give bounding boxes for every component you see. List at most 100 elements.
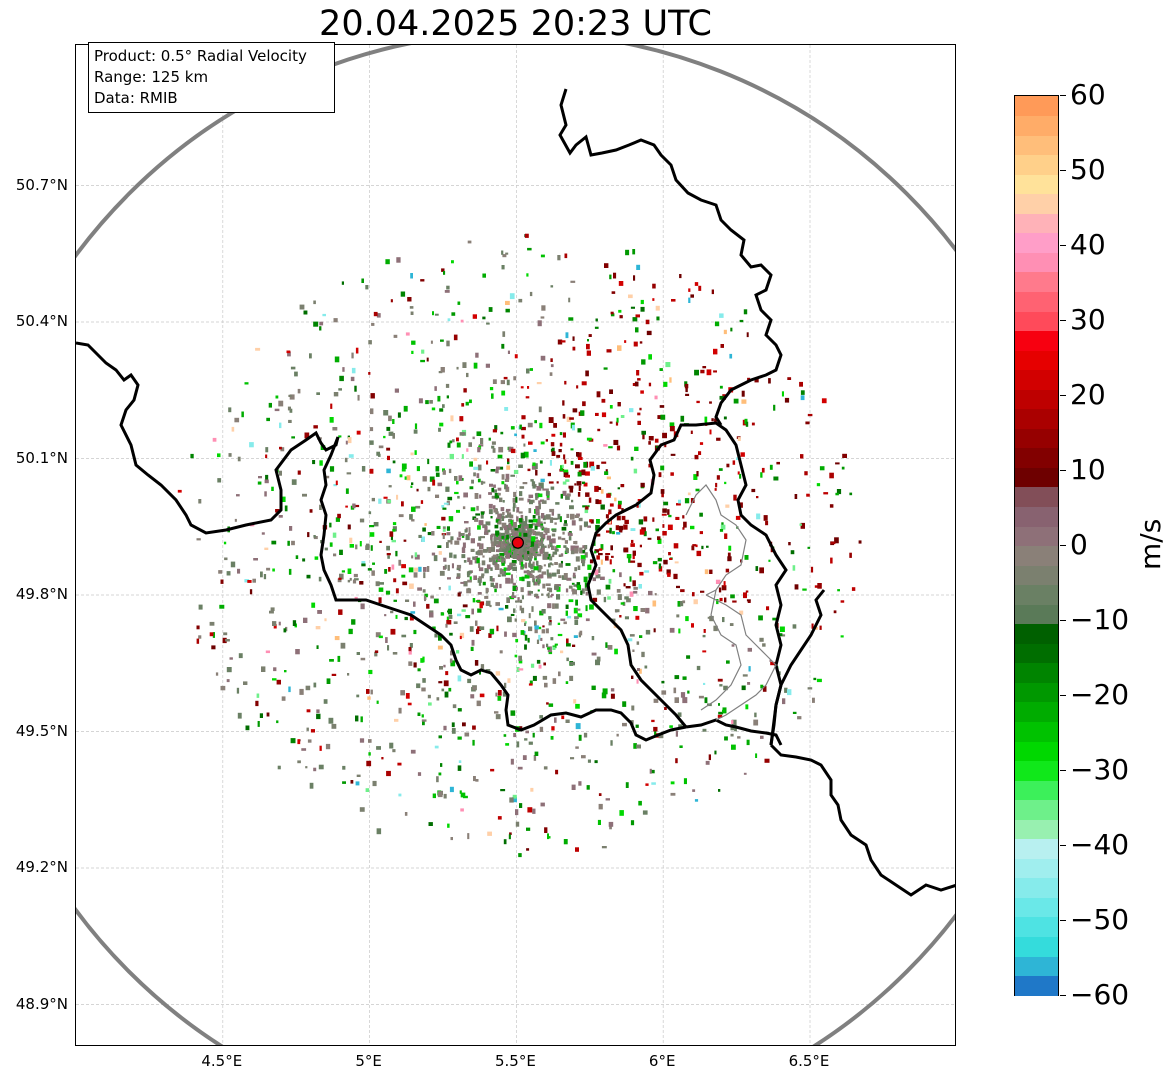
- echo-pixel: [339, 375, 344, 382]
- echo-pixel: [745, 590, 749, 593]
- echo-pixel: [494, 711, 499, 714]
- echo-pixel: [558, 575, 562, 579]
- echo-pixel: [526, 523, 530, 530]
- echo-pixel: [792, 624, 797, 629]
- echo-pixel: [532, 484, 536, 489]
- echo-pixel: [529, 291, 533, 297]
- echo-pixel: [375, 632, 381, 638]
- echo-pixel: [536, 518, 541, 524]
- echo-pixel: [279, 422, 282, 429]
- echo-pixel: [338, 388, 342, 391]
- echo-pixel: [465, 534, 470, 541]
- echo-pixel: [528, 530, 532, 533]
- echo-pixel: [281, 496, 286, 502]
- echo-pixel: [297, 470, 301, 475]
- echo-pixel: [447, 823, 450, 828]
- echo-pixel: [596, 391, 601, 398]
- colorbar-tick-mark: [1060, 920, 1066, 921]
- echo-pixel: [442, 468, 445, 472]
- echo-pixel: [592, 577, 596, 582]
- echo-pixel: [502, 549, 507, 552]
- echo-pixel: [518, 298, 523, 303]
- echo-pixel: [521, 522, 526, 527]
- echo-pixel: [651, 782, 656, 785]
- echo-pixel: [422, 719, 425, 726]
- echo-pixel: [447, 564, 450, 571]
- echo-pixel: [552, 551, 558, 555]
- echo-pixel: [569, 505, 574, 510]
- echo-pixel: [520, 548, 524, 554]
- echo-pixel: [685, 386, 688, 393]
- echo-pixel: [497, 816, 502, 820]
- echo-pixel: [716, 475, 720, 480]
- echo-pixel: [596, 656, 601, 662]
- echo-pixel: [674, 675, 680, 680]
- echo-pixel: [813, 677, 817, 681]
- echo-pixel: [574, 616, 579, 619]
- echo-pixel: [568, 485, 574, 489]
- echo-pixel: [555, 769, 559, 775]
- echo-pixel: [492, 505, 496, 510]
- echo-pixel: [679, 745, 683, 748]
- echo-pixel: [790, 550, 795, 555]
- echo-pixel: [714, 418, 717, 423]
- echo-pixel: [494, 543, 497, 546]
- echo-pixel: [543, 521, 546, 524]
- echo-pixel: [538, 664, 542, 669]
- echo-pixel: [497, 574, 501, 577]
- colorbar-tick-label: 60: [1070, 78, 1106, 111]
- echo-pixel: [432, 626, 436, 631]
- echo-pixel: [354, 504, 360, 508]
- echo-pixel: [450, 415, 454, 422]
- echo-pixel: [316, 713, 321, 720]
- echo-pixel: [449, 453, 454, 460]
- echo-pixel: [509, 832, 512, 835]
- echo-pixel: [632, 249, 636, 255]
- echo-pixel: [403, 405, 408, 412]
- echo-pixel: [442, 533, 445, 539]
- echo-pixel: [457, 675, 462, 682]
- echo-pixel: [486, 530, 490, 533]
- echo-pixel: [457, 708, 462, 712]
- echo-pixel: [490, 768, 495, 772]
- echo-pixel: [354, 578, 359, 581]
- echo-pixel: [456, 437, 459, 442]
- echo-pixel: [288, 394, 292, 397]
- echo-pixel: [272, 678, 277, 681]
- echo-pixel: [503, 376, 508, 380]
- echo-pixel: [524, 530, 528, 534]
- echo-pixel: [418, 534, 422, 538]
- echo-pixel: [585, 370, 589, 377]
- echo-pixel: [365, 285, 369, 290]
- echo-pixel: [557, 513, 561, 520]
- echo-pixel: [605, 555, 609, 561]
- echo-pixel: [557, 339, 563, 345]
- echo-pixel: [577, 452, 582, 458]
- echo-pixel: [554, 522, 557, 525]
- echo-pixel: [658, 563, 662, 569]
- echo-pixel: [627, 638, 633, 642]
- echo-pixel: [637, 668, 640, 671]
- echo-pixel: [564, 253, 568, 259]
- echo-pixel: [435, 466, 440, 472]
- echo-pixel: [356, 694, 360, 698]
- echo-pixel: [632, 649, 635, 652]
- echo-pixel: [477, 525, 481, 530]
- echo-pixel: [597, 819, 601, 825]
- echo-pixel: [324, 547, 328, 551]
- echo-pixel: [773, 476, 779, 481]
- echo-pixel: [703, 682, 706, 685]
- echo-pixel: [562, 490, 567, 496]
- echo-pixel: [385, 590, 391, 595]
- echo-pixel: [586, 350, 591, 356]
- echo-pixel: [519, 424, 522, 430]
- echo-pixel: [584, 552, 588, 558]
- echo-pixel: [264, 491, 267, 497]
- echo-pixel: [639, 529, 645, 535]
- echo-pixel: [557, 633, 563, 637]
- echo-pixel: [812, 697, 815, 703]
- echo-pixel: [472, 686, 477, 690]
- echo-pixel: [623, 583, 626, 587]
- echo-pixel: [237, 456, 241, 462]
- echo-pixel: [498, 466, 504, 470]
